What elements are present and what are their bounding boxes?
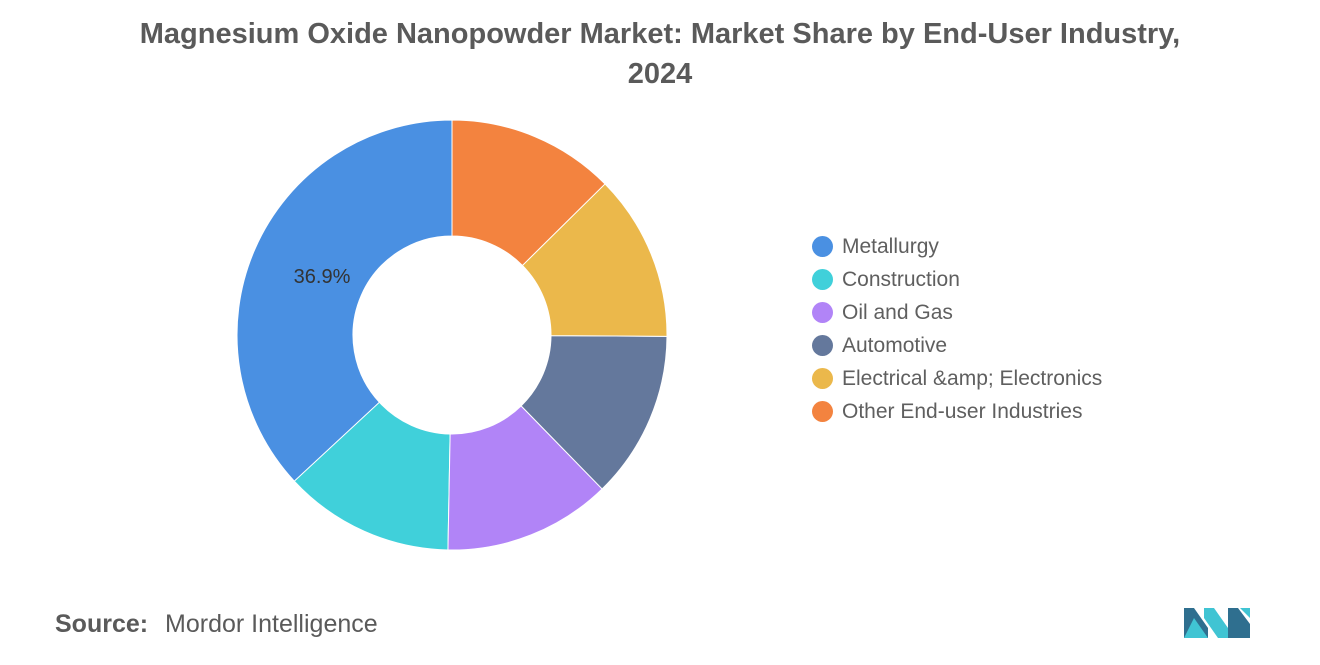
- legend-label: Oil and Gas: [842, 300, 953, 324]
- legend-item: Metallurgy: [812, 230, 1102, 263]
- legend-item: Oil and Gas: [812, 296, 1102, 329]
- legend-item: Electrical &amp; Electronics: [812, 362, 1102, 395]
- legend-swatch: [812, 401, 833, 422]
- legend-item: Other End-user Industries: [812, 395, 1102, 428]
- source-label: Source:: [55, 610, 149, 638]
- legend-label: Automotive: [842, 333, 948, 357]
- legend-swatch: [812, 368, 833, 389]
- legend-item: Automotive: [812, 329, 1102, 362]
- chart-title-line-1: Magnesium Oxide Nanopowder Market: Marke…: [139, 18, 1181, 50]
- pie-slice-metallurgy: [236, 119, 453, 482]
- mordor-intelligence-logo-icon: [1184, 608, 1250, 638]
- chart-legend: Metallurgy Construction Oil and Gas Automot…: [812, 230, 1102, 428]
- legend-swatch: [812, 269, 833, 290]
- legend-swatch: [812, 302, 833, 323]
- pie-slice-other-end-user-industries: [451, 119, 606, 267]
- legend-label: Other End-user Industries: [842, 399, 1083, 423]
- chart-title: Magnesium Oxide Nanopowder Market: Marke…: [0, 14, 1320, 94]
- legend-item: Construction: [812, 263, 1102, 296]
- legend-swatch: [812, 335, 833, 356]
- source-value: Mordor Intelligence: [165, 610, 378, 638]
- data-label: 36.9%: [294, 266, 351, 288]
- source-attribution: Source: Mordor Intelligence: [55, 610, 378, 639]
- chart-title-line-2: 2024: [627, 58, 693, 90]
- legend-swatch: [812, 236, 833, 257]
- legend-label: Electrical &amp; Electronics: [842, 366, 1103, 390]
- pie-slice-construction: [293, 401, 451, 551]
- legend-label: Metallurgy: [842, 234, 939, 258]
- legend-label: Construction: [842, 267, 960, 291]
